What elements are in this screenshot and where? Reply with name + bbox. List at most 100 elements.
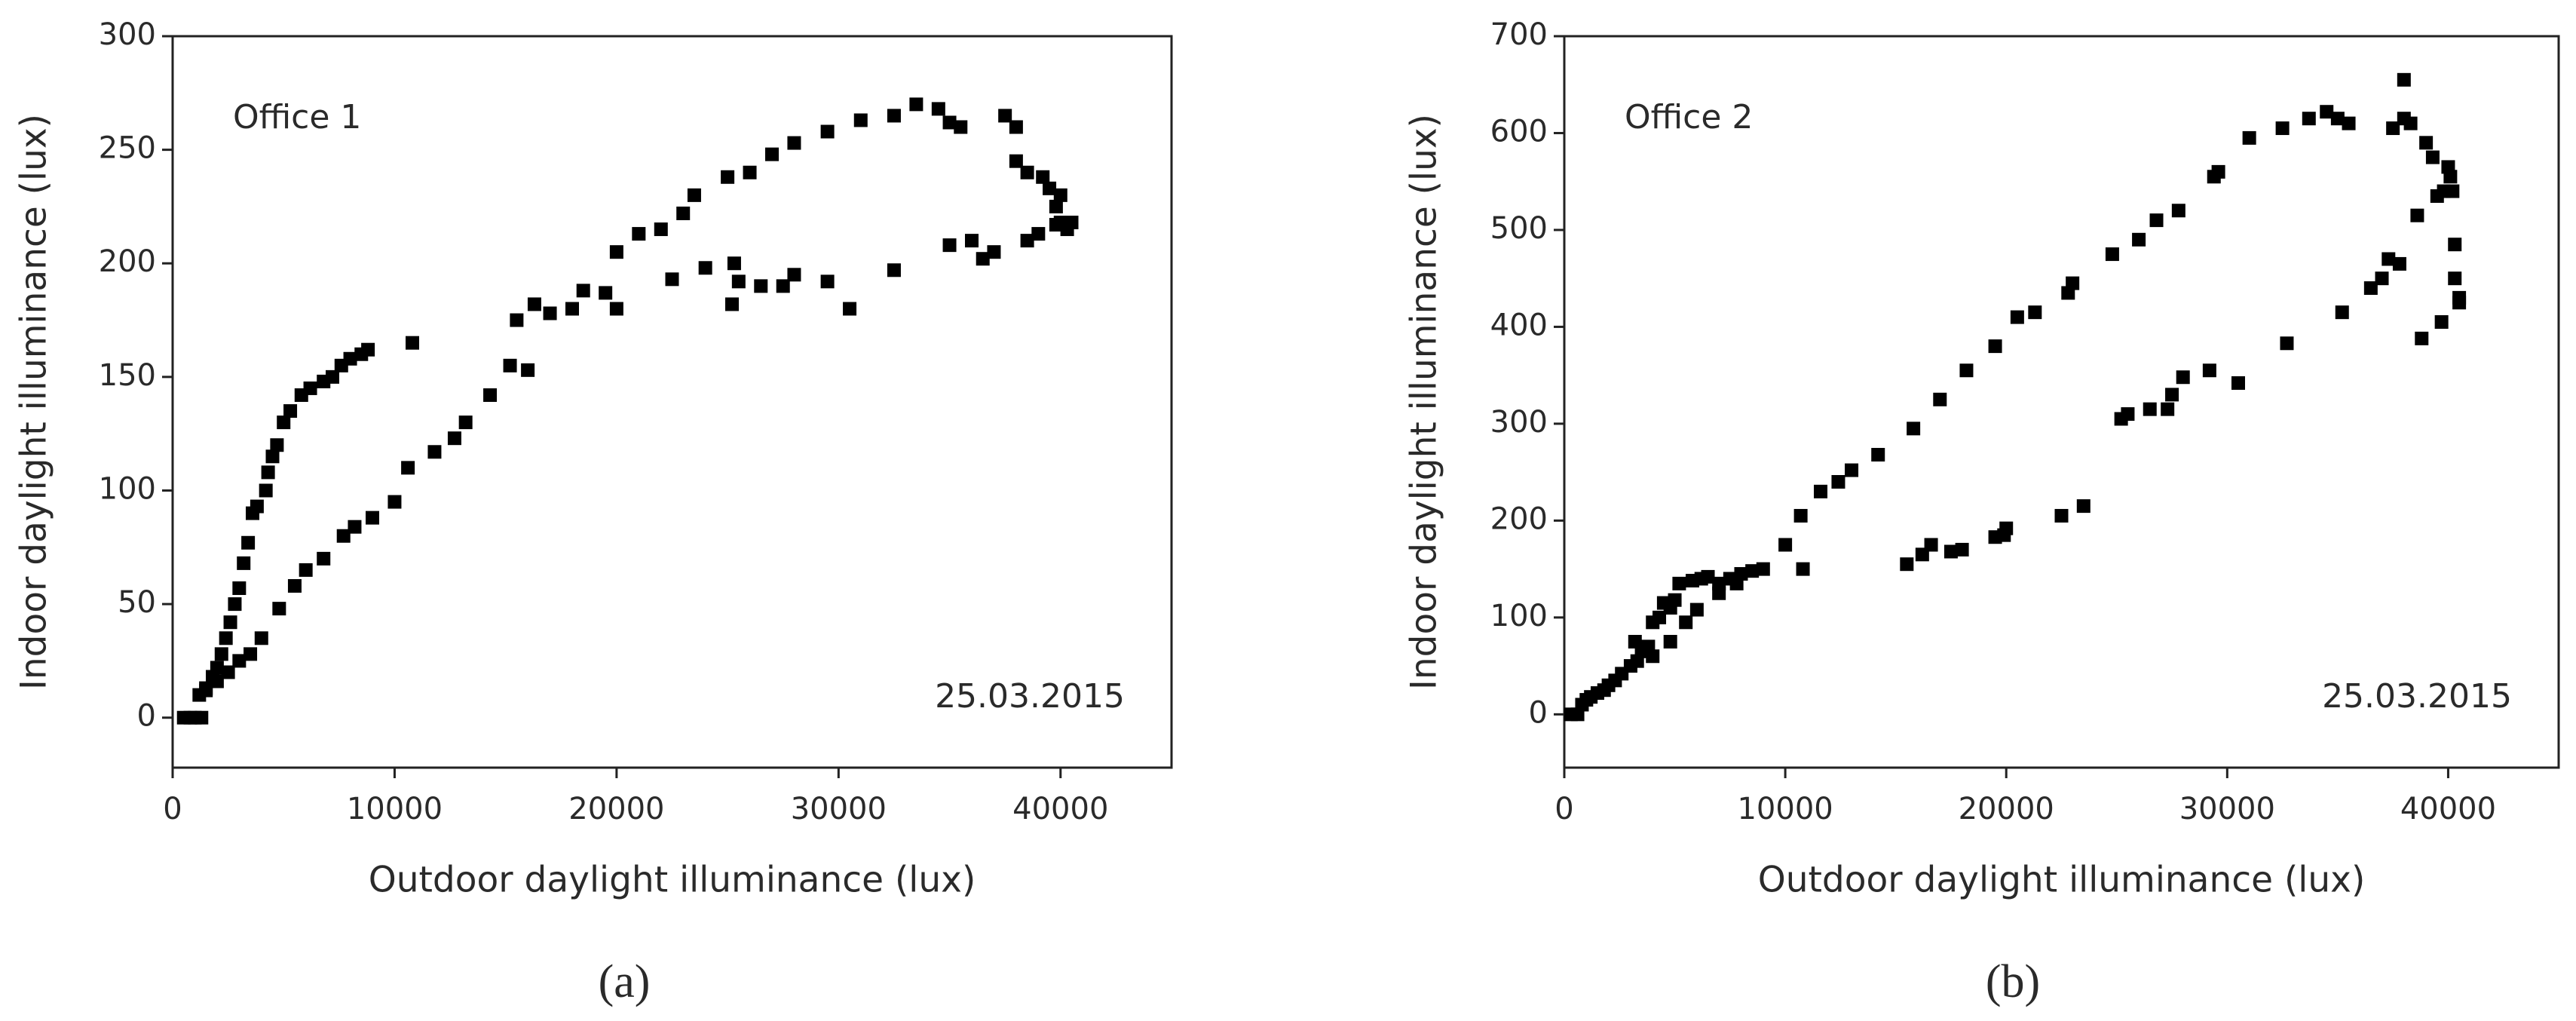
data-point [2425,150,2440,164]
data-point [259,483,273,498]
data-point [199,683,213,698]
data-point [1988,339,2002,354]
data-point [1845,463,1859,477]
data-point [2446,184,2460,198]
data-point [254,631,268,645]
data-point [317,551,331,566]
data-point [2452,296,2467,310]
data-point [721,170,735,184]
data-point [2410,208,2424,222]
x-tick-label: 10000 [1737,792,1833,826]
y-tick-label: 100 [99,471,156,506]
y-tick-label: 50 [118,585,156,620]
data-point [1009,120,1023,134]
y-tick-label: 400 [1490,308,1548,342]
data-point [210,661,224,675]
data-point [2415,331,2429,345]
data-point [1924,538,1938,552]
y-tick-label: 100 [1490,599,1548,633]
data-point [609,302,623,316]
data-point [565,302,579,316]
x-axis-title: Outdoor daylight illuminance (lux) [369,860,976,901]
data-point [987,245,1001,259]
x-tick-label: 30000 [2179,792,2275,826]
data-point [2143,402,2157,416]
x-tick-label: 30000 [791,792,887,826]
data-point [1049,218,1063,232]
data-point [2275,121,2290,136]
data-point [1064,216,1079,230]
data-point [326,369,339,384]
data-point [1900,557,1914,572]
data-point [1049,199,1063,213]
caption: (b) [1986,956,2040,1007]
data-point [1959,363,1974,378]
data-point [1020,165,1034,179]
data-point [1745,564,1760,578]
data-point [458,415,473,430]
data-point [1793,508,1808,523]
data-point [743,165,757,179]
data-point [909,97,924,112]
data-point [2392,256,2406,271]
data-point [272,602,286,616]
panel-label: Office 1 [233,98,361,136]
data-point [366,510,379,525]
date-label: 25.03.2015 [2322,677,2512,716]
caption: (a) [599,956,651,1007]
data-point [287,579,302,593]
data-point [787,136,801,150]
data-point [1043,181,1057,195]
data-point [2397,72,2411,87]
data-point [1663,634,1677,648]
x-tick-label: 40000 [1012,792,1108,826]
data-point [687,188,701,202]
data-point [820,274,835,289]
data-point [2403,116,2418,130]
data-point [503,358,517,373]
y-tick-label: 150 [99,358,156,393]
panel-label: Office 2 [1625,98,1753,136]
data-point [1796,562,1810,576]
data-point [361,342,375,357]
y-tick-label: 0 [137,699,156,734]
data-point [942,115,957,130]
data-point [223,615,237,630]
data-point [1652,610,1667,624]
data-point [244,647,258,661]
data-point [820,124,835,139]
data-point [1672,576,1686,590]
data-point [299,563,313,577]
data-point [265,449,280,464]
data-point [754,279,768,293]
data-point [2202,363,2216,378]
data-point [1646,649,1660,664]
data-point [1756,562,1770,576]
data-point [195,710,209,725]
data-point [303,381,317,395]
data-point [1933,392,1947,406]
data-point [931,102,945,116]
data-point [1701,569,1715,584]
data-point [237,556,251,570]
data-point [277,415,291,430]
data-point [447,431,461,446]
data-point [698,261,712,275]
data-point [954,120,968,134]
data-point [510,313,524,327]
data-point [2386,121,2400,136]
y-tick-label: 0 [1529,695,1548,730]
data-point [283,404,298,419]
data-point [2434,315,2449,330]
data-point [387,495,402,509]
data-point [2105,247,2119,262]
plot-frame [1563,35,2560,769]
data-point [1999,521,2014,535]
y-axis-title: Indoor daylight illuminance (lux) [1404,114,1445,690]
data-point [632,227,646,241]
x-axis-title: Outdoor daylight illuminance (lux) [1758,860,2366,901]
data-point [887,109,901,123]
data-point [676,206,691,220]
date-label: 25.03.2015 [935,677,1125,716]
data-point [1679,615,1693,630]
